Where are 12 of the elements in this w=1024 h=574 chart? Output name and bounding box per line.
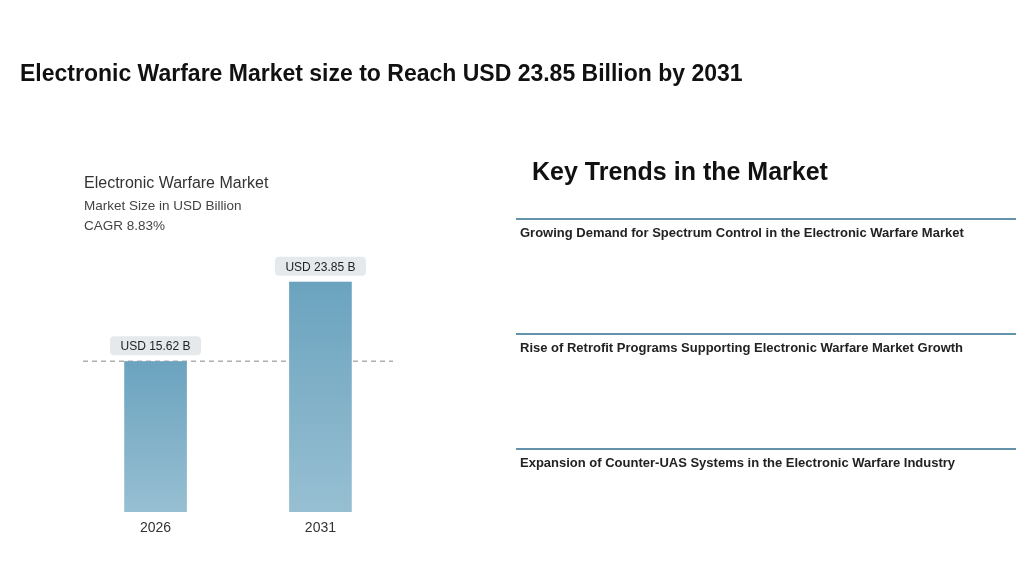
x-tick-label: 2031 [304, 519, 337, 535]
text: CAGR 8.83% [84, 218, 166, 233]
text: Growing Demand for Spectrum Control in the Electronic Warfare Market [520, 225, 965, 240]
text: Expansion of Counter-UAS Systems in the Electronic Warfare Industry [520, 455, 956, 470]
text: Key Trends in the Market [532, 157, 829, 185]
data-label: USD 23.85 B [285, 259, 356, 274]
x-tick-label: 2026 [139, 519, 172, 535]
text: Market Size in USD Billion [84, 198, 242, 213]
data-label: USD 15.62 B [120, 339, 191, 354]
text: Rise of Retrofit Programs Supporting Electronic Warfare Market Growth [520, 340, 964, 355]
chart-title: Electronic Warfare Market size to Reach USD 23.85 Billion by 2031 [20, 60, 743, 86]
chart-subtitle: Electronic Warfare Market [84, 174, 269, 191]
